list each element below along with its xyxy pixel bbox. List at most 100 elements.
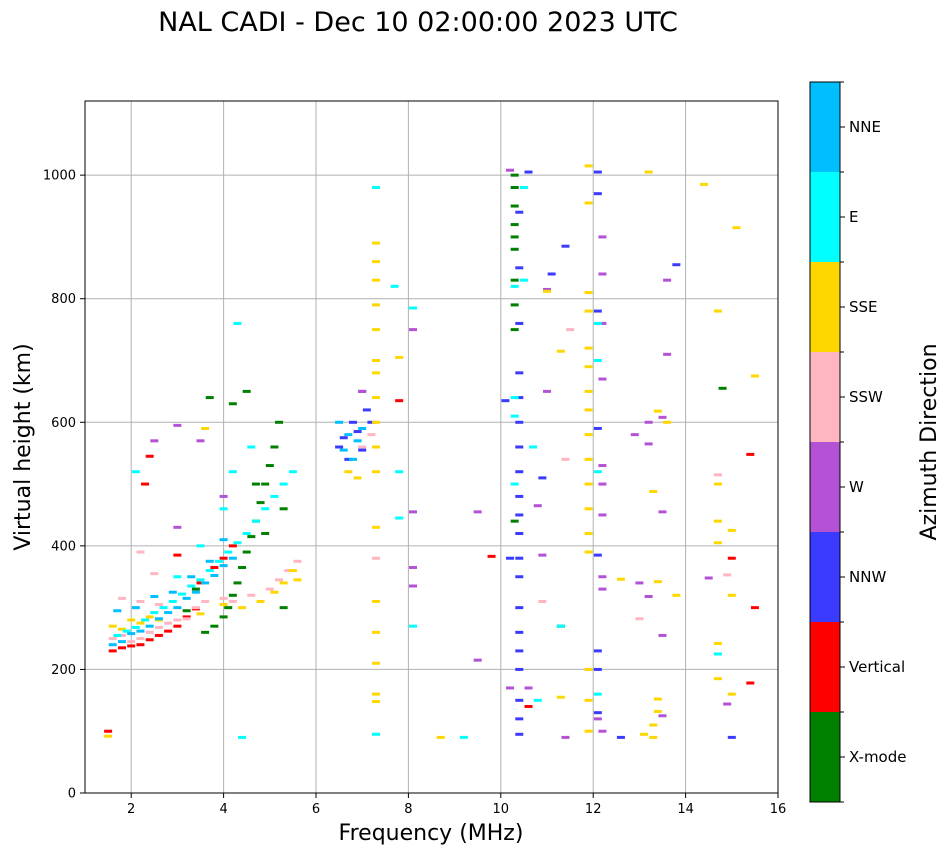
point-e xyxy=(390,284,399,288)
point-sse xyxy=(713,519,722,523)
point-e xyxy=(395,470,404,474)
point-e xyxy=(270,494,279,498)
point-w xyxy=(409,510,418,514)
x-tick-label: 8 xyxy=(404,802,412,817)
point-x-mode xyxy=(242,389,251,393)
point-ssw xyxy=(561,457,570,461)
point-ssw xyxy=(635,617,644,621)
point-nne xyxy=(127,632,136,636)
point-x-mode xyxy=(242,550,251,554)
point-ssw xyxy=(284,569,293,573)
point-w xyxy=(409,565,418,569)
point-sse xyxy=(584,365,593,369)
point-w xyxy=(658,633,667,637)
point-e xyxy=(459,735,468,739)
y-tick-label: 200 xyxy=(51,663,76,678)
point-nne xyxy=(210,574,219,578)
point-ssw xyxy=(247,593,256,597)
point-w xyxy=(598,464,607,468)
point-w xyxy=(150,439,159,443)
point-w xyxy=(663,278,672,282)
point-e xyxy=(113,633,122,637)
point-e xyxy=(219,507,228,511)
point-nne xyxy=(339,448,348,452)
point-e xyxy=(178,592,187,596)
point-nnw xyxy=(524,170,533,174)
point-w xyxy=(598,235,607,239)
point-vertical xyxy=(395,399,404,403)
point-w xyxy=(635,581,644,585)
point-w xyxy=(196,439,205,443)
point-e xyxy=(196,578,205,582)
point-ssw xyxy=(182,617,191,621)
point-x-mode xyxy=(510,519,519,523)
point-sse xyxy=(616,577,625,581)
point-w xyxy=(644,420,653,424)
point-e xyxy=(238,735,247,739)
point-nnw xyxy=(515,732,524,736)
point-nnw xyxy=(515,266,524,270)
point-e xyxy=(228,470,237,474)
point-x-mode xyxy=(182,609,191,613)
point-w xyxy=(533,504,542,508)
point-sse xyxy=(732,226,741,230)
point-sse xyxy=(136,621,145,625)
point-nnw xyxy=(367,420,376,424)
point-ssw xyxy=(127,640,136,644)
point-sse xyxy=(584,408,593,412)
point-w xyxy=(598,482,607,486)
point-sse xyxy=(584,550,593,554)
point-sse xyxy=(372,328,381,332)
point-sse xyxy=(584,201,593,205)
point-e xyxy=(593,359,602,362)
colorbar-segment xyxy=(810,622,840,712)
x-tick-label: 4 xyxy=(219,802,227,817)
point-vertical xyxy=(136,643,145,647)
point-w xyxy=(598,587,607,591)
point-e xyxy=(593,321,602,325)
point-nne xyxy=(168,590,177,594)
point-w xyxy=(409,328,418,332)
point-sse xyxy=(584,729,593,733)
point-w xyxy=(663,352,672,356)
point-nne xyxy=(228,556,237,560)
x-tick-label: 2 xyxy=(127,802,135,817)
point-sse xyxy=(727,692,736,696)
point-vertical xyxy=(173,553,182,557)
point-x-mode xyxy=(210,624,219,628)
point-sse xyxy=(584,532,593,535)
point-vertical xyxy=(145,454,154,458)
x-tick-label: 12 xyxy=(585,802,602,817)
point-vertical xyxy=(524,705,533,708)
point-sse xyxy=(653,409,662,413)
y-tick-label: 800 xyxy=(51,292,76,307)
point-sse xyxy=(640,732,649,736)
point-sse xyxy=(700,182,709,186)
point-sse xyxy=(344,470,353,474)
point-sse xyxy=(543,289,551,293)
point-e xyxy=(510,482,519,486)
point-vertical xyxy=(108,649,117,653)
point-ssw xyxy=(117,596,126,600)
point-sse xyxy=(196,612,205,616)
point-w xyxy=(524,686,533,690)
point-x-mode xyxy=(228,593,237,597)
point-x-mode xyxy=(191,587,200,591)
colorbar-segment xyxy=(810,82,840,172)
point-ssw xyxy=(154,625,163,629)
point-sse xyxy=(353,476,362,480)
point-sse xyxy=(436,735,445,739)
y-tick-label: 1000 xyxy=(43,169,76,184)
point-x-mode xyxy=(718,386,727,390)
point-nne xyxy=(348,457,357,461)
point-sse xyxy=(127,618,136,622)
point-nne xyxy=(108,643,117,647)
point-e xyxy=(519,278,528,282)
point-w xyxy=(658,510,667,514)
point-sse xyxy=(649,489,658,493)
point-sse xyxy=(372,445,381,449)
point-w xyxy=(658,714,667,718)
point-w xyxy=(630,433,639,437)
x-tick-label: 16 xyxy=(770,802,787,817)
